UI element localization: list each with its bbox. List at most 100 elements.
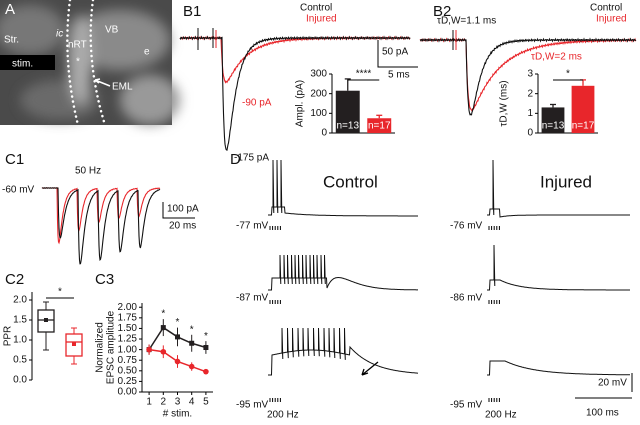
trace bbox=[487, 360, 630, 376]
y-axis-label: τD,W (ms) bbox=[499, 80, 510, 126]
y-tick-label: 0.0 bbox=[13, 375, 27, 386]
y-tick-label: 300 bbox=[310, 69, 327, 80]
scale-bar bbox=[575, 373, 633, 399]
annotation: -87 mV bbox=[236, 293, 269, 304]
significance: * bbox=[566, 69, 570, 80]
annotation: τD,W=2 ms bbox=[531, 52, 582, 63]
y-axis-label: Ampl. (pA) bbox=[295, 80, 306, 127]
y-axis-label: PPR bbox=[3, 326, 14, 347]
label: e bbox=[144, 47, 150, 58]
bar-label: n=13 bbox=[542, 121, 565, 132]
scale-label: 20 mV bbox=[598, 378, 627, 389]
marker bbox=[203, 368, 209, 375]
x-tick-label: 1 bbox=[146, 397, 152, 408]
trace bbox=[197, 28, 214, 50]
y-axis-label: EPSC amplitude bbox=[106, 310, 117, 384]
panel-label: D bbox=[230, 151, 241, 168]
legend-control: Control bbox=[300, 3, 332, 14]
mean bbox=[44, 318, 48, 322]
y-tick-label: 1.25 bbox=[118, 334, 138, 345]
scale-bar bbox=[162, 202, 195, 219]
bar-label: n=17 bbox=[572, 121, 595, 132]
stim-ticks bbox=[488, 226, 500, 230]
trace bbox=[487, 244, 630, 291]
y-tick-label: 0 bbox=[321, 128, 327, 139]
annotation: -95 mV bbox=[450, 400, 483, 411]
panel-label: C3 bbox=[95, 271, 114, 288]
annotation: 200 Hz bbox=[485, 410, 517, 421]
x-axis-label: # stim. bbox=[163, 409, 192, 420]
marker bbox=[203, 345, 209, 350]
y-tick-label: 3 bbox=[527, 69, 533, 80]
legend-injured: Injured bbox=[596, 14, 627, 25]
arrow bbox=[94, 78, 111, 87]
significance: **** bbox=[356, 69, 372, 80]
label: stim. bbox=[12, 59, 33, 70]
label: Str. bbox=[4, 35, 19, 46]
scale-label: 100 pA bbox=[167, 204, 199, 215]
y-tick-label: 1.50 bbox=[118, 323, 138, 334]
y-tick-label: 1.00 bbox=[118, 344, 138, 355]
panel-label: C2 bbox=[5, 271, 24, 288]
label: EML bbox=[112, 82, 133, 93]
y-tick-label: 1 bbox=[527, 108, 533, 119]
stim-ticks bbox=[269, 226, 281, 230]
panel-label: C1 bbox=[5, 151, 24, 168]
annotation: 200 Hz bbox=[267, 410, 299, 421]
trace bbox=[268, 254, 418, 291]
marker bbox=[160, 325, 166, 331]
x-tick-label: 4 bbox=[189, 397, 195, 408]
y-tick-label: 2.0 bbox=[13, 295, 27, 306]
y-tick-label: 1.75 bbox=[118, 312, 138, 323]
y-tick-label: 0.50 bbox=[118, 365, 138, 376]
marker bbox=[160, 348, 167, 355]
significance: * bbox=[190, 324, 194, 335]
marker bbox=[146, 346, 152, 353]
stim-ticks bbox=[488, 300, 500, 304]
marker bbox=[188, 363, 195, 370]
legend-control: Control bbox=[590, 3, 622, 14]
bar bbox=[367, 118, 392, 133]
scale-label: 100 ms bbox=[586, 408, 619, 419]
marker bbox=[189, 340, 195, 346]
trace bbox=[179, 35, 411, 151]
panel-label: B2 bbox=[433, 3, 451, 20]
y-tick-label: 1.5 bbox=[13, 315, 27, 326]
x-tick-label: 3 bbox=[175, 397, 181, 408]
annotation: -90 pA bbox=[242, 98, 272, 109]
trace bbox=[179, 35, 411, 84]
column-title: Injured bbox=[540, 172, 592, 191]
stim-ticks bbox=[269, 300, 281, 304]
annotation: -95 mV bbox=[236, 400, 269, 411]
marker bbox=[174, 358, 181, 365]
annotation: -77 mV bbox=[236, 221, 269, 232]
y-axis-label: Normalized bbox=[95, 322, 106, 373]
y-tick-label: 2.00 bbox=[118, 302, 138, 313]
panel-label: B1 bbox=[183, 3, 201, 20]
trace bbox=[41, 187, 161, 265]
trace bbox=[487, 159, 630, 218]
y-tick-label: 100 bbox=[310, 108, 327, 119]
y-tick-label: 1.0 bbox=[13, 335, 27, 346]
annotation: -60 mV bbox=[2, 185, 35, 196]
significance: * bbox=[161, 309, 165, 320]
column-title: Control bbox=[323, 172, 378, 191]
y-tick-label: 200 bbox=[310, 88, 327, 99]
image-texture bbox=[0, 5, 180, 125]
scale-label: 20 ms bbox=[169, 221, 196, 232]
stim-ticks bbox=[488, 398, 500, 402]
significance: * bbox=[204, 331, 208, 342]
scale-label: 50 pA bbox=[382, 47, 408, 58]
annotation: 50 Hz bbox=[75, 166, 101, 177]
mean bbox=[72, 342, 76, 346]
border-dots bbox=[66, 0, 80, 127]
panel-label: A bbox=[5, 1, 15, 18]
trace bbox=[268, 327, 419, 376]
bar bbox=[571, 85, 595, 133]
x-tick-label: 5 bbox=[203, 397, 209, 408]
y-tick-label: 0.00 bbox=[118, 387, 138, 398]
label: VB bbox=[105, 25, 119, 36]
scale-bar bbox=[377, 40, 418, 68]
